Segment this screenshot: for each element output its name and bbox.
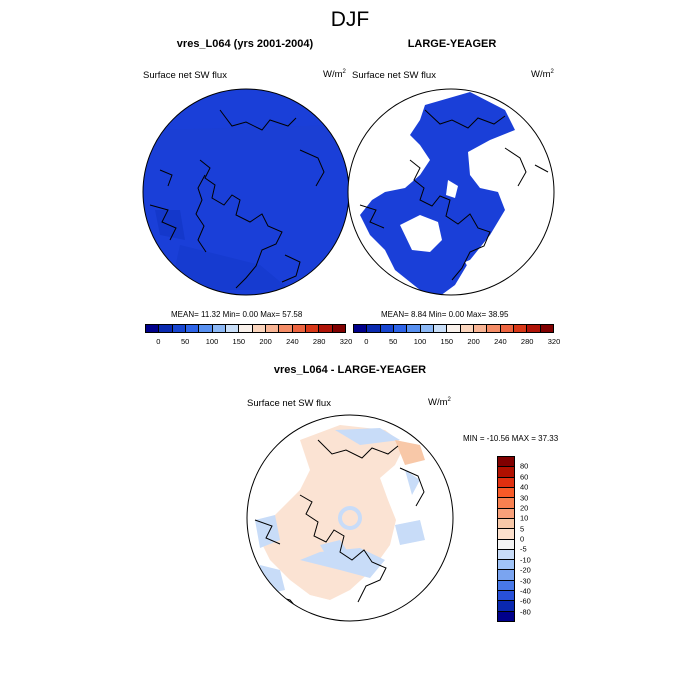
colorbar-tick-label: 5 xyxy=(520,524,525,534)
colorbar-box xyxy=(498,570,514,581)
colorbar-box xyxy=(252,325,266,332)
colorbar-box xyxy=(498,580,514,592)
colorbar-box xyxy=(500,325,514,332)
colorbar-tick-label: 280 xyxy=(312,337,326,346)
colorbar-tick-label: 240 xyxy=(286,337,299,346)
colorbar-box xyxy=(185,325,200,332)
panel1-colorbar xyxy=(145,324,346,333)
colorbar-tick-label: -5 xyxy=(520,544,527,554)
colorbar-box xyxy=(367,325,381,332)
colorbar-tick-label: 0 xyxy=(156,337,161,346)
colorbar-box xyxy=(354,325,368,332)
colorbar-box xyxy=(473,325,488,332)
colorbar-box xyxy=(498,601,514,612)
colorbar-box xyxy=(393,325,408,332)
colorbar-tick-label: 200 xyxy=(259,337,272,346)
colorbar-tick-label: -10 xyxy=(520,555,531,565)
colorbar-tick-label: 30 xyxy=(520,493,529,502)
colorbar-box xyxy=(292,325,306,332)
colorbar-tick-label: 100 xyxy=(413,337,427,346)
colorbar-tick-label: 320 xyxy=(339,337,353,346)
colorbar-tick-label: 100 xyxy=(205,337,219,346)
colorbar-box xyxy=(487,325,501,332)
colorbar-tick-label: -30 xyxy=(520,576,531,585)
panel2-coastlines xyxy=(359,109,549,281)
panel3-stats: MIN = -10.56 MAX = 37.33 xyxy=(463,434,559,443)
panel2-title: LARGE-YEAGER xyxy=(407,38,497,50)
colorbar-box xyxy=(305,325,320,332)
colorbar-box xyxy=(420,325,434,332)
colorbar-tick-label: -80 xyxy=(520,607,531,617)
colorbar-tick-label: 280 xyxy=(520,337,534,346)
panel2-left-string: Surface net SW flux xyxy=(352,70,436,81)
colorbar-box xyxy=(498,477,514,488)
colorbar-box xyxy=(498,539,514,550)
panel2-units: W/m2 xyxy=(531,69,554,81)
colorbar-box xyxy=(498,487,514,499)
colorbar-box xyxy=(172,325,186,332)
colorbar-box xyxy=(527,325,541,332)
colorbar-tick-label: 150 xyxy=(232,337,246,346)
panel1-units: W/m2 xyxy=(323,69,346,81)
colorbar-box xyxy=(498,611,514,621)
colorbar-tick-label: -60 xyxy=(520,596,531,606)
panel1-stats: MEAN= 11.32 Min= 0.00 Max= 57.58 xyxy=(171,310,303,319)
colorbar-box xyxy=(513,325,528,332)
panel1-left-string: Surface net SW flux xyxy=(143,70,227,81)
colorbar-tick-label: 20 xyxy=(520,503,529,513)
colorbar-tick-label: 50 xyxy=(389,337,398,346)
panel2-colorbar xyxy=(353,324,554,333)
colorbar-tick-label: 150 xyxy=(440,337,454,346)
panel1-title: vres_L064 (yrs 2001-2004) xyxy=(176,38,314,50)
colorbar-box xyxy=(199,325,213,332)
colorbar-tick-label: 40 xyxy=(520,482,529,492)
colorbar-box xyxy=(380,325,394,332)
colorbar-box xyxy=(540,325,553,332)
colorbar-box xyxy=(498,498,514,509)
main-title: DJF xyxy=(330,8,370,31)
colorbar-box xyxy=(146,325,160,332)
colorbar-box xyxy=(225,325,240,332)
colorbar-tick-label: 80 xyxy=(520,461,529,471)
panel3-title: vres_L064 - LARGE-YEAGER xyxy=(273,364,427,376)
colorbar-box xyxy=(498,549,514,561)
colorbar-tick-label: 50 xyxy=(181,337,190,346)
panel2-stats: MEAN= 8.84 Min= 0.00 Max= 38.95 xyxy=(381,310,509,319)
colorbar-tick-label: -20 xyxy=(520,565,531,575)
colorbar-box xyxy=(498,508,514,519)
colorbar-box xyxy=(498,518,514,530)
colorbar-tick-label: 240 xyxy=(494,337,507,346)
colorbar-box xyxy=(239,325,253,332)
panel3-units: W/m2 xyxy=(428,397,451,409)
colorbar-box xyxy=(265,325,280,332)
panel1-coastlines xyxy=(149,109,325,289)
colorbar-box xyxy=(332,325,345,332)
colorbar-box xyxy=(319,325,333,332)
colorbar-box xyxy=(498,560,514,571)
colorbar-tick-label: 10 xyxy=(520,513,529,523)
colorbar-box xyxy=(498,457,514,468)
panel2-field xyxy=(360,92,515,295)
colorbar-box xyxy=(498,467,514,478)
colorbar-tick-label: 60 xyxy=(520,472,529,482)
colorbar-tick-label: 0 xyxy=(364,337,369,346)
colorbar-box xyxy=(447,325,461,332)
colorbar-box xyxy=(407,325,421,332)
colorbar-box xyxy=(433,325,448,332)
panel3-colorbar-ticks: 80 60 40 30 20 10 5 0 -5 -10 -20 -30 -40 -60 -80 xyxy=(520,456,550,622)
panel3-colorbar xyxy=(497,456,515,622)
colorbar-tick-label: 320 xyxy=(547,337,561,346)
colorbar-tick-label: 200 xyxy=(467,337,480,346)
colorbar-tick-label: -40 xyxy=(520,586,531,596)
colorbar-box xyxy=(159,325,173,332)
colorbar-tick-label: 0 xyxy=(520,534,525,544)
colorbar-box xyxy=(498,529,514,540)
panel3-left-string: Surface net SW flux xyxy=(247,398,331,409)
colorbar-box xyxy=(460,325,474,332)
colorbar-box xyxy=(279,325,293,332)
colorbar-box xyxy=(498,591,514,602)
colorbar-box xyxy=(212,325,226,332)
